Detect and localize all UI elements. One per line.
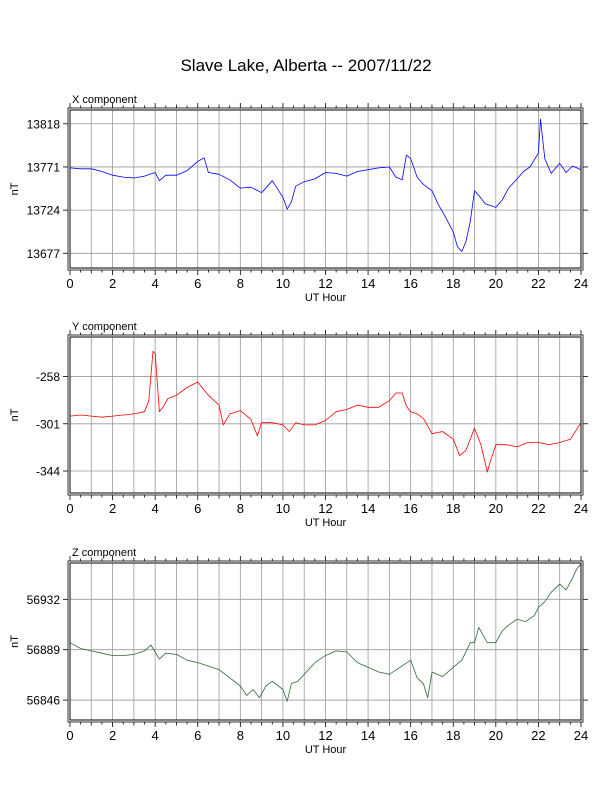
y-axis-label: nT: [9, 182, 21, 195]
series-line: [69, 350, 582, 473]
x-tick-label: 20: [489, 276, 503, 291]
x-tick-label: 24: [574, 501, 588, 516]
x-tick-label: 18: [446, 501, 460, 516]
x-axis-label: UT Hour: [305, 292, 347, 304]
y-tick-label: 13724: [27, 204, 61, 218]
y-axis-label: nT: [9, 635, 21, 648]
x-tick-label: 14: [361, 728, 375, 743]
x-axis-label: UT Hour: [305, 517, 347, 529]
y-axis-label: nT: [9, 408, 21, 421]
x-tick-label: 14: [361, 501, 375, 516]
series-line: [69, 563, 582, 702]
series-line: [69, 118, 582, 252]
x-tick-label: 14: [361, 276, 375, 291]
x-axis-label: UT Hour: [305, 744, 347, 756]
panel-title: Z component: [72, 547, 136, 559]
x-tick-label: 8: [237, 501, 244, 516]
x-tick-label: 12: [318, 501, 332, 516]
panel-title: X component: [72, 94, 137, 106]
plot-frame: [69, 109, 582, 269]
x-tick-label: 10: [276, 276, 290, 291]
x-tick-label: 10: [276, 501, 290, 516]
x-tick-label: 18: [446, 728, 460, 743]
x-tick-label: 4: [152, 276, 159, 291]
x-tick-label: 4: [152, 728, 159, 743]
x-tick-label: 12: [318, 276, 332, 291]
x-tick-label: 16: [403, 276, 417, 291]
y-tick-label: -258: [36, 370, 60, 384]
x-tick-label: 20: [489, 501, 503, 516]
x-tick-label: 4: [152, 501, 159, 516]
x-tick-label: 24: [574, 276, 588, 291]
x-tick-label: 6: [194, 501, 201, 516]
x-tick-label: 2: [109, 276, 116, 291]
y-tick-label: 13677: [27, 247, 61, 261]
y-tick-label: 13771: [27, 160, 61, 174]
x-tick-label: 6: [194, 276, 201, 291]
x-tick-label: 2: [109, 728, 116, 743]
y-tick-label: 56889: [27, 643, 61, 657]
y-tick-label: 56846: [27, 694, 61, 708]
x-tick-label: 2: [109, 501, 116, 516]
plot-frame: [69, 336, 582, 494]
x-tick-label: 0: [66, 276, 73, 291]
x-tick-label: 0: [66, 728, 73, 743]
y-tick-label: -301: [36, 417, 60, 431]
x-tick-label: 20: [489, 728, 503, 743]
x-tick-label: 22: [531, 501, 545, 516]
x-tick-label: 8: [237, 728, 244, 743]
x-tick-label: 16: [403, 728, 417, 743]
x-tick-label: 8: [237, 276, 244, 291]
y-tick-label: 13818: [27, 117, 61, 131]
x-tick-label: 12: [318, 728, 332, 743]
panel-title: Y component: [72, 321, 137, 333]
y-tick-label: -344: [36, 465, 60, 479]
x-tick-label: 6: [194, 728, 201, 743]
x-tick-label: 22: [531, 276, 545, 291]
x-tick-label: 0: [66, 501, 73, 516]
x-tick-label: 24: [574, 728, 588, 743]
x-tick-label: 18: [446, 276, 460, 291]
page-title: Slave Lake, Alberta -- 2007/11/22: [180, 56, 432, 75]
x-tick-label: 10: [276, 728, 290, 743]
x-tick-label: 16: [403, 501, 417, 516]
plot-frame: [69, 562, 582, 721]
x-tick-label: 22: [531, 728, 545, 743]
y-tick-label: 56932: [27, 593, 61, 607]
